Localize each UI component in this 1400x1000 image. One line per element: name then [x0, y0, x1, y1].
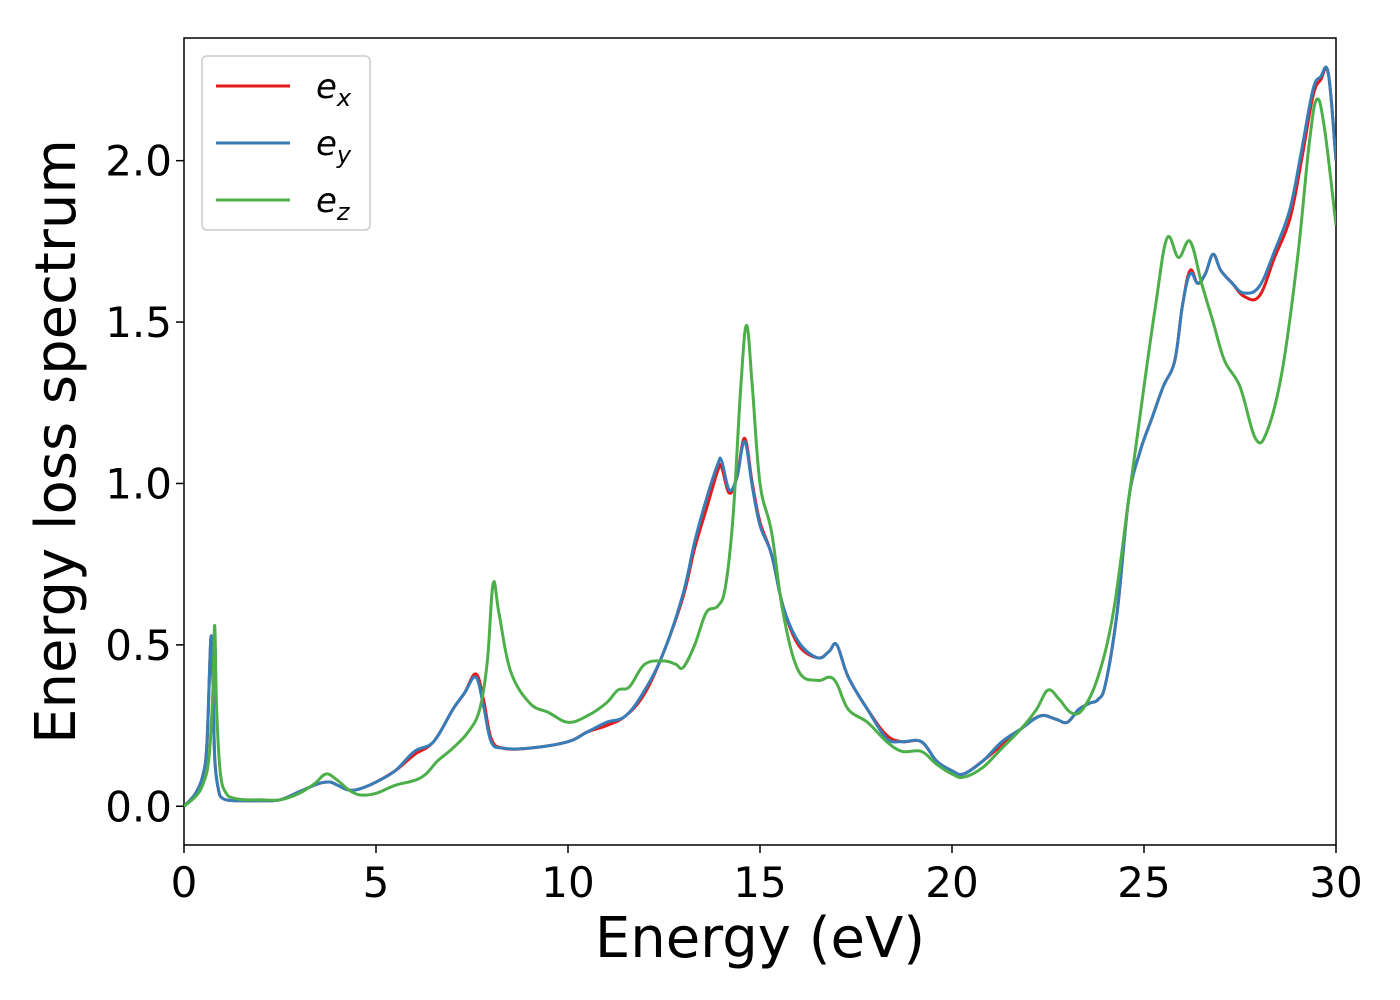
- legend-label-x: ex: [316, 67, 352, 112]
- legend-label-z: ez: [316, 181, 351, 226]
- y-axis-title: Energy loss spectrum: [24, 139, 89, 744]
- series-layer: [184, 65, 1336, 808]
- y-axis: 0.0 0.5 1.0 1.5 2.0: [105, 137, 184, 831]
- legend: ex ey ez: [201, 55, 371, 231]
- y-tick-label: 0.0: [105, 782, 172, 831]
- y-tick-label: 1.0: [105, 459, 172, 508]
- y-tick-label: 0.5: [105, 621, 172, 670]
- x-tick-label: 0: [171, 858, 198, 907]
- x-tick-label: 5: [363, 858, 390, 907]
- y-tick-label: 1.5: [105, 298, 172, 347]
- y-tick-label: 2.0: [105, 137, 172, 186]
- x-tick-label: 30: [1309, 858, 1362, 907]
- x-tick-label: 25: [1117, 858, 1170, 907]
- series-line-y: [184, 65, 1336, 808]
- x-tick-label: 15: [733, 858, 786, 907]
- legend-label-y: ey: [316, 124, 352, 169]
- x-axis-title: Energy (eV): [595, 906, 925, 971]
- x-tick-label: 20: [925, 858, 978, 907]
- x-tick-label: 10: [541, 858, 594, 907]
- series-line-z: [184, 97, 1336, 808]
- x-axis: 0 5 10 15 20 25 30: [171, 845, 1363, 907]
